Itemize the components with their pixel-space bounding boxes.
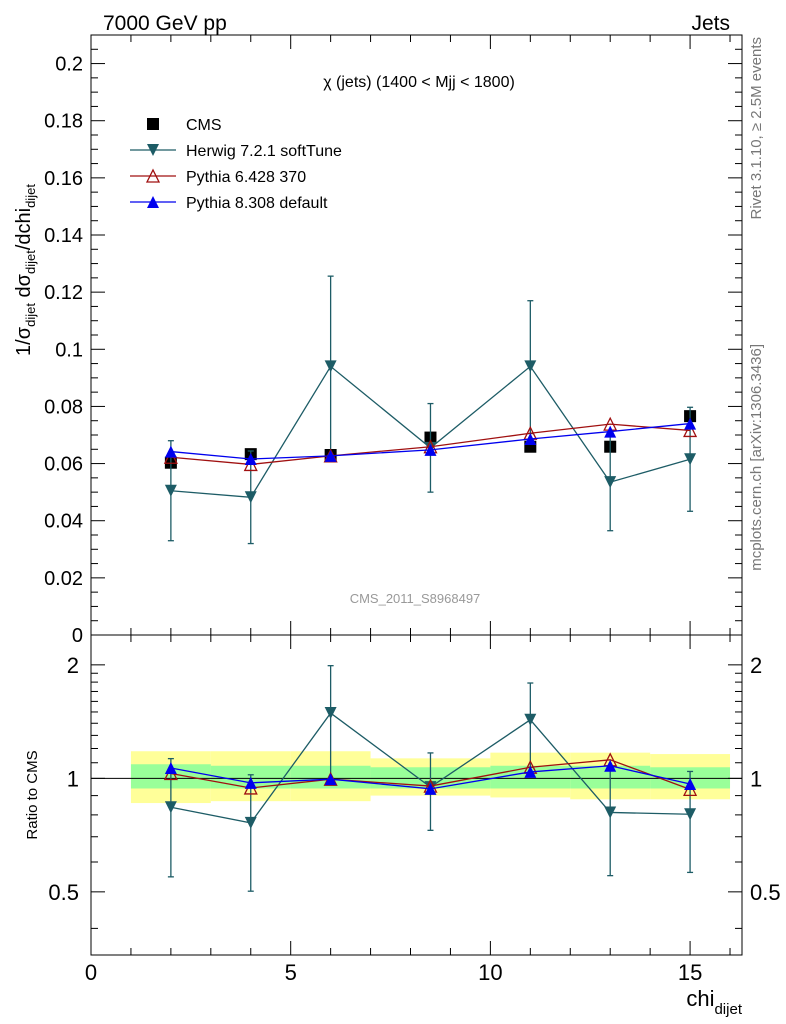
data-point — [324, 449, 337, 462]
legend-label: Herwig 7.2.1 softTune — [186, 143, 342, 160]
data-point — [244, 816, 257, 829]
legend-marker — [145, 168, 161, 183]
mcplots-label: mcplots.cern.ch [arXiv:1306.3436] — [748, 344, 765, 571]
ratio-panel-frame — [90, 634, 743, 956]
data-point — [604, 759, 617, 772]
rivet-label: Rivet 3.1.10, ≥ 2.5M events — [748, 37, 765, 220]
data-point — [244, 453, 257, 465]
data-point — [683, 422, 698, 438]
data-point — [524, 765, 537, 778]
main-y-tick-label: 0.06 — [44, 454, 83, 476]
legend-marker — [147, 118, 159, 130]
data-point — [524, 433, 537, 445]
legend-label: CMS — [186, 117, 222, 134]
data-point — [324, 707, 337, 720]
legend: CMS Herwig 7.2.1 softTune Pythia 6.428 370… — [130, 117, 342, 212]
data-point — [164, 762, 177, 775]
main-y-tick-label: 0.18 — [44, 111, 83, 133]
legend-marker — [147, 144, 159, 156]
main-y-tick-label: 0.16 — [44, 168, 83, 190]
data-point — [324, 773, 337, 786]
data-point — [244, 776, 257, 789]
data-point — [164, 801, 177, 814]
main-y-tick-label: 0.1 — [55, 339, 83, 361]
data-point — [524, 713, 537, 726]
data-point — [424, 443, 437, 456]
main-y-tick-label: 0.04 — [44, 511, 83, 533]
main-y-tick-label: 0 — [72, 625, 83, 647]
data-point — [424, 782, 437, 795]
x-tick-label: 10 — [478, 960, 502, 985]
data-point — [604, 425, 617, 438]
legend-label: Pythia 8.308 default — [186, 195, 328, 212]
data-point — [164, 484, 177, 497]
data-point — [324, 360, 337, 373]
data-point — [684, 808, 697, 821]
main-y-tick-label: 0.2 — [55, 54, 83, 76]
ratio-y-axis-label: Ratio to CMS — [24, 750, 41, 839]
main-y-tick-label: 0.12 — [44, 282, 83, 304]
data-point — [524, 360, 537, 373]
x-axis-label: chidijet — [686, 986, 742, 1018]
data-point — [164, 445, 177, 458]
ratio-y-tick-label-right: 2 — [750, 653, 762, 678]
chart-title: χ (jets) (1400 < Mjj < 1800) — [323, 74, 515, 91]
ratio-y-tick-label: 1 — [67, 766, 79, 791]
ratio-y-tick-label-right: 0.5 — [750, 880, 781, 905]
header-right: Jets — [691, 12, 730, 35]
header-left: 7000 GeV pp — [103, 12, 227, 35]
x-tick-label: 0 — [85, 960, 97, 985]
data-point — [684, 778, 697, 791]
x-tick-label: 15 — [678, 960, 702, 985]
data-point — [604, 476, 617, 489]
legend-marker — [147, 196, 159, 208]
data-point — [684, 453, 697, 466]
legend-label: Pythia 6.428 370 — [186, 169, 306, 186]
ratio-plot-layer: 0 5 10 15 0.5 0.5 1 1 2 2 — [48, 635, 781, 985]
ratio-y-tick-label: 0.5 — [48, 880, 79, 905]
main-y-tick-label: 0.08 — [44, 396, 83, 418]
analysis-watermark: CMS_2011_S8968497 — [350, 591, 481, 606]
main-y-tick-label: 0.02 — [44, 568, 83, 590]
main-plot-layer: 0 0.02 0.04 0.06 0.08 0.1 0.12 0.14 0.16 0.18 0.2 — [44, 35, 742, 647]
main-y-tick-label: 0.14 — [44, 225, 83, 247]
data-point — [684, 417, 697, 430]
ratio-y-tick-label-right: 1 — [750, 766, 762, 791]
ratio-y-tick-label: 2 — [67, 653, 79, 678]
x-tick-label: 5 — [285, 960, 297, 985]
data-point — [604, 806, 617, 819]
main-y-axis-label: 1/σdijet dσdijet/dchidijet — [13, 184, 38, 356]
data-point — [244, 491, 257, 504]
